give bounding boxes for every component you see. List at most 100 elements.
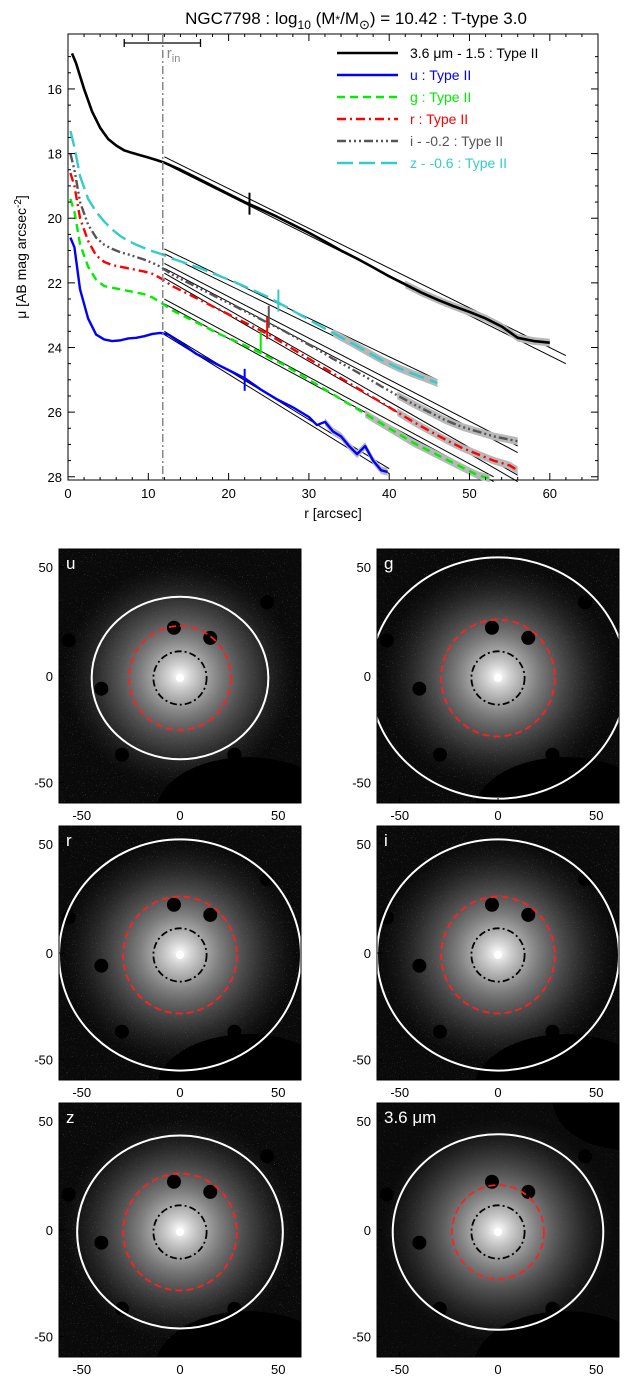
galaxy-core — [494, 951, 502, 959]
panel-y-tick-label: 50 — [39, 560, 53, 575]
panel-2: g -50 0 50 50 0 -50 — [352, 548, 620, 823]
series-line-0 — [70, 52, 550, 344]
panel-y-tick-label: -50 — [34, 1330, 53, 1345]
panel-1: u -50 0 50 50 0 -50 — [34, 548, 302, 823]
panel-y-tick-label: 0 — [46, 946, 53, 961]
panel-x-tick-label: -50 — [72, 808, 91, 823]
legend-label-5: z - -0.6 : Type II — [410, 155, 507, 171]
panel-y-tick-label: -50 — [352, 776, 371, 791]
panel-x-tick-label: -50 — [390, 1362, 409, 1377]
mask-hole — [166, 620, 181, 635]
panel-x-tick-label: -50 — [390, 808, 409, 823]
mask-hole — [578, 1149, 593, 1164]
galaxy-core — [176, 951, 184, 959]
profile-series — [69, 52, 550, 483]
mask-hole — [484, 620, 499, 635]
x-tick-label: 30 — [302, 486, 316, 501]
inner-ellipse — [470, 650, 526, 706]
galaxy-core — [494, 1228, 502, 1236]
error-band-3 — [397, 408, 518, 475]
r-in-marker: rin — [123, 34, 202, 480]
mask-region — [475, 1311, 619, 1357]
panel-5: z -50 0 50 50 0 -50 — [34, 1102, 302, 1377]
panel-image-5 — [59, 1103, 301, 1357]
mask-hole — [578, 872, 593, 887]
panel-y-tick-label: -50 — [352, 1330, 371, 1345]
panel-y-tick-label: 50 — [357, 837, 371, 852]
panel-x-tick-label: 50 — [271, 1362, 285, 1377]
series-line-1 — [69, 237, 388, 474]
panel-x-tick-label: -50 — [390, 1085, 409, 1100]
mask-hole — [484, 1174, 499, 1189]
mask-region — [157, 757, 301, 803]
panel-y-tick-label: 0 — [364, 1223, 371, 1238]
middle-ellipse — [128, 625, 232, 731]
outer-ellipse — [391, 1133, 605, 1331]
legend-label-3: r : Type II — [410, 111, 468, 127]
inner-ellipse — [470, 1204, 526, 1260]
legend-label-0: 3.6 μm - 1.5 : Type II — [410, 45, 538, 61]
mask-hole — [94, 681, 109, 696]
mask-hole — [412, 681, 427, 696]
panel-x-tick-label: 0 — [176, 808, 183, 823]
y-tick-label: 20 — [48, 211, 62, 226]
y-tick-label: 26 — [48, 405, 62, 420]
mask-hole — [94, 958, 109, 973]
mask-hole — [521, 630, 536, 645]
panel-image-1 — [59, 549, 301, 803]
panel-y-tick-label: 50 — [357, 1114, 371, 1129]
panel-x-tick-label: 0 — [494, 1085, 501, 1100]
mask-hole — [578, 595, 593, 610]
mask-hole — [412, 958, 427, 973]
panel-4: i -50 0 50 50 0 -50 — [352, 825, 620, 1100]
mask-hole — [61, 1187, 76, 1202]
legend-label-2: g : Type II — [410, 89, 471, 105]
panel-x-tick-label: 0 — [176, 1362, 183, 1377]
legend: 3.6 μm - 1.5 : Type II u : Type II g : Typ… — [337, 45, 538, 171]
mask-hole — [61, 633, 76, 648]
y-tick-label: 24 — [48, 340, 62, 355]
panel-y-tick-label: 0 — [364, 946, 371, 961]
mask-hole — [114, 747, 129, 762]
middle-ellipse — [440, 618, 556, 738]
panel-label: i — [384, 831, 388, 850]
y-tick-label: 28 — [48, 470, 62, 485]
panel-x-tick-label: 50 — [271, 808, 285, 823]
series-line-4 — [69, 153, 518, 443]
panel-label: 3.6 μm — [384, 1108, 436, 1127]
mask-hole — [260, 872, 275, 887]
inner-ellipse — [152, 650, 208, 706]
x-tick-label: 40 — [382, 486, 396, 501]
series-line-3 — [69, 172, 519, 472]
galaxy-core — [176, 674, 184, 682]
panel-y-tick-label: 50 — [357, 560, 371, 575]
panel-y-tick-label: 0 — [46, 669, 53, 684]
error-band-1 — [324, 417, 388, 476]
panel-x-tick-label: -50 — [72, 1085, 91, 1100]
series-line-2 — [69, 198, 490, 480]
outer-ellipse — [377, 838, 619, 1072]
chart-title: NGC7798 : log10 (M*/M⊙) = 10.42 : T-type… — [185, 9, 527, 32]
y-tick-label: 16 — [48, 82, 62, 97]
panel-x-tick-label: 50 — [589, 1362, 603, 1377]
x-tick-label: 0 — [64, 486, 71, 501]
mask-hole — [379, 1187, 394, 1202]
panel-x-tick-label: 50 — [271, 1085, 285, 1100]
panel-3: r -50 0 50 50 0 -50 — [34, 825, 302, 1100]
r-in-label: rin — [167, 45, 181, 65]
panel-y-tick-label: 50 — [39, 1114, 53, 1129]
mask-hole — [94, 1235, 109, 1250]
mask-hole — [114, 1024, 129, 1039]
y-tick-label: 22 — [48, 276, 62, 291]
inner-ellipse — [152, 1204, 208, 1260]
panel-x-tick-label: 50 — [589, 808, 603, 823]
panel-y-tick-label: 0 — [364, 669, 371, 684]
panel-label: z — [66, 1108, 75, 1127]
profile-plot: NGC7798 : log10 (M*/M⊙) = 10.42 : T-type… — [13, 9, 599, 521]
panel-x-tick-label: -50 — [72, 1362, 91, 1377]
mask-hole — [203, 907, 218, 922]
x-tick-label: 50 — [462, 486, 476, 501]
mask-hole — [412, 1235, 427, 1250]
